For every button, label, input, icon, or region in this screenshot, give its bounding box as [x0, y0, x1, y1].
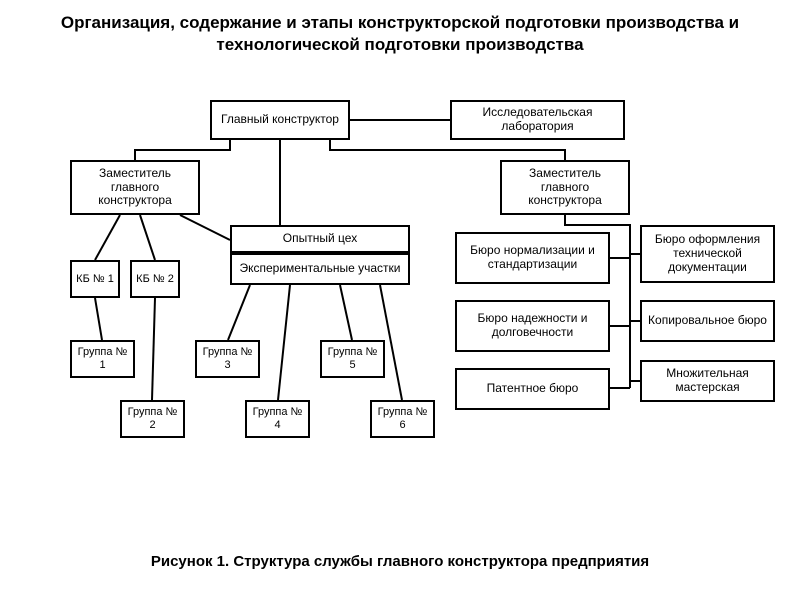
- node-techdoc: Бюро оформления технической документации: [640, 225, 775, 283]
- node-g5: Группа № 5: [320, 340, 385, 378]
- node-workshop-bottom: Экспериментальные участки: [230, 253, 410, 285]
- org-chart: Главный конструктор Исследовательская ла…: [0, 0, 800, 600]
- node-mult: Множительная мастерская: [640, 360, 775, 402]
- node-lab: Исследовательская лаборатория: [450, 100, 625, 140]
- node-chief: Главный конструктор: [210, 100, 350, 140]
- node-g6: Группа № 6: [370, 400, 435, 438]
- node-patent: Патентное бюро: [455, 368, 610, 410]
- node-kb2: КБ № 2: [130, 260, 180, 298]
- node-dep2: Заместитель главного конструктора: [500, 160, 630, 215]
- node-g2: Группа № 2: [120, 400, 185, 438]
- node-norm: Бюро нормализации и стандартизации: [455, 232, 610, 284]
- node-dep1: Заместитель главного конструктора: [70, 160, 200, 215]
- node-reliab: Бюро надежности и долговечности: [455, 300, 610, 352]
- node-g3: Группа № 3: [195, 340, 260, 378]
- node-workshop-top: Опытный цех: [230, 225, 410, 253]
- node-g4: Группа № 4: [245, 400, 310, 438]
- node-copy: Копировальное бюро: [640, 300, 775, 342]
- node-g1: Группа № 1: [70, 340, 135, 378]
- node-kb1: КБ № 1: [70, 260, 120, 298]
- figure-caption: Рисунок 1. Структура службы главного кон…: [0, 553, 800, 570]
